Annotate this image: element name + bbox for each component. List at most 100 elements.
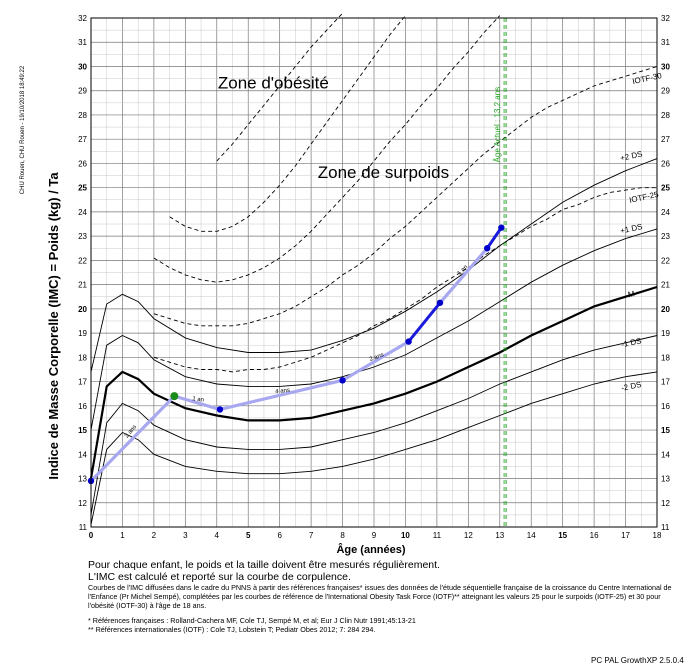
- x-tick-label: 12: [464, 531, 473, 540]
- zone-labels: Zone d'obésité Zone de surpoids: [218, 73, 449, 182]
- segment-label: 4 ans: [275, 388, 290, 396]
- measurement-point: [498, 224, 505, 231]
- x-tick-label: 11: [433, 531, 442, 540]
- zone-label: Zone de surpoids: [318, 163, 449, 182]
- notes-block: Pour chaque enfant, le poids et la taill…: [88, 559, 673, 634]
- y-tick-label-right: 29: [661, 87, 670, 96]
- y-tick-label-left: 26: [78, 159, 87, 168]
- y-tick-label-left: 12: [78, 499, 87, 508]
- x-tick-label: 7: [309, 531, 314, 540]
- y-tick-label-right: 31: [661, 38, 670, 47]
- y-tick-label-right: 25: [661, 184, 670, 193]
- measurement-segment: [438, 246, 489, 305]
- x-tick-label: 15: [558, 531, 567, 540]
- reference-curve: [153, 187, 657, 373]
- y-tick-label-left: 21: [78, 281, 87, 290]
- y-tick-label-right: 20: [661, 305, 670, 314]
- segment-label: 2 ans: [369, 352, 385, 363]
- y-tick-label-left: 11: [79, 523, 88, 532]
- y-tick-label-right: 14: [661, 450, 670, 459]
- x-tick-label: 6: [277, 531, 282, 540]
- curve-label: -1 DS: [620, 336, 642, 349]
- y-tick-label-right: 18: [661, 353, 670, 362]
- y-tick-label-right: 22: [661, 256, 670, 265]
- reference-curve: [90, 371, 658, 525]
- y-tick-label-left: 15: [78, 426, 87, 435]
- y-tick-label-left: 22: [78, 256, 87, 265]
- y-tick-label-right: 13: [661, 475, 670, 484]
- curve-label: -2 DS: [620, 380, 642, 393]
- reference-french: * Références françaises : Rolland-Cacher…: [88, 616, 416, 625]
- y-tick-label-right: 11: [661, 523, 670, 532]
- y-tick-label-right: 19: [661, 329, 670, 338]
- measurement-segment: [172, 394, 222, 412]
- x-tick-label: 13: [495, 531, 504, 540]
- y-tick-label-right: 32: [661, 14, 670, 23]
- reference-curve: [216, 12, 343, 162]
- y-tick-label-right: 23: [661, 232, 670, 241]
- measurement-segment: [485, 226, 503, 250]
- note-small-text: Courbes de l'IMC diffusées dans le cadre…: [88, 583, 672, 610]
- y-tick-label-left: 25: [78, 184, 87, 193]
- x-tick-label: 2: [152, 531, 157, 540]
- measurement-segment: [89, 394, 176, 483]
- y-tick-label-left: 14: [78, 450, 87, 459]
- y-tick-label-left: 17: [78, 378, 87, 387]
- reference-curve: [90, 158, 658, 373]
- measurement-point: [405, 338, 412, 345]
- y-tick-label-left: 24: [78, 208, 87, 217]
- y-tick-label-right: 28: [661, 111, 670, 120]
- y-tick-label-left: 31: [78, 38, 87, 47]
- note-line-2: L'IMC est calculé et reporté sur la cour…: [88, 571, 351, 583]
- x-tick-label: 3: [183, 531, 188, 540]
- x-tick-label: 0: [89, 531, 94, 540]
- y-tick-label-right: 17: [661, 378, 670, 387]
- y-tick-label-right: 26: [661, 159, 670, 168]
- reference-curves: [89, 12, 658, 525]
- side-note: CHU Rouen, CHU Rouen - 19/10/2018 18:49:…: [20, 65, 26, 194]
- y-tick-label-right: 12: [661, 499, 670, 508]
- y-tick-label-left: 16: [78, 402, 87, 411]
- measurement-series: [87, 224, 505, 485]
- y-tick-label-right: 24: [661, 208, 670, 217]
- y-tick-label-right: 16: [661, 402, 670, 411]
- reference-curve: [89, 285, 658, 479]
- current-age-line: Âge Actuel : 13,2 ans: [493, 18, 507, 527]
- chart-grid: [90, 17, 658, 528]
- y-tick-label-right: 15: [661, 426, 670, 435]
- measurement-point: [484, 245, 491, 252]
- y-tick-label-left: 20: [78, 305, 87, 314]
- zone-label: Zone d'obésité: [218, 73, 329, 92]
- reference-curve: [90, 228, 658, 431]
- measurement-point: [436, 299, 444, 306]
- x-tick-label: 14: [527, 531, 536, 540]
- current-age-label: Âge Actuel : 13,2 ans: [493, 87, 502, 163]
- y-tick-label-left: 19: [78, 329, 87, 338]
- y-tick-label-left: 32: [78, 14, 87, 23]
- y-tick-label-left: 23: [78, 232, 87, 241]
- measurement-segment: [407, 301, 442, 344]
- y-tick-label-left: 27: [78, 135, 87, 144]
- measurement-segment: [218, 378, 345, 412]
- y-tick-label-left: 30: [78, 62, 87, 71]
- measurement-point: [170, 392, 179, 401]
- y-tick-label-left: 29: [78, 87, 87, 96]
- x-tick-label: 18: [653, 531, 662, 540]
- y-tick-label-right: 30: [661, 62, 670, 71]
- x-tick-label: 9: [372, 531, 377, 540]
- plot-frame: [90, 17, 658, 528]
- x-tick-label: 17: [621, 531, 630, 540]
- y-tick-label-left: 28: [78, 111, 87, 120]
- x-tick-label: 8: [340, 531, 345, 540]
- x-tick-label: 1: [120, 531, 125, 540]
- reference-international: ** Références internationales (IOTF) : C…: [88, 625, 376, 634]
- x-tick-label: 10: [401, 531, 410, 540]
- x-tick-label: 4: [215, 531, 220, 540]
- y-tick-label-left: 13: [78, 475, 87, 484]
- y-axis-label: Indice de Masse Corporelle (IMC) = Poids…: [46, 172, 61, 480]
- x-tick-label: 5: [246, 531, 251, 540]
- y-tick-label-right: 21: [661, 281, 670, 290]
- x-axis-label: Âge (années): [336, 543, 405, 556]
